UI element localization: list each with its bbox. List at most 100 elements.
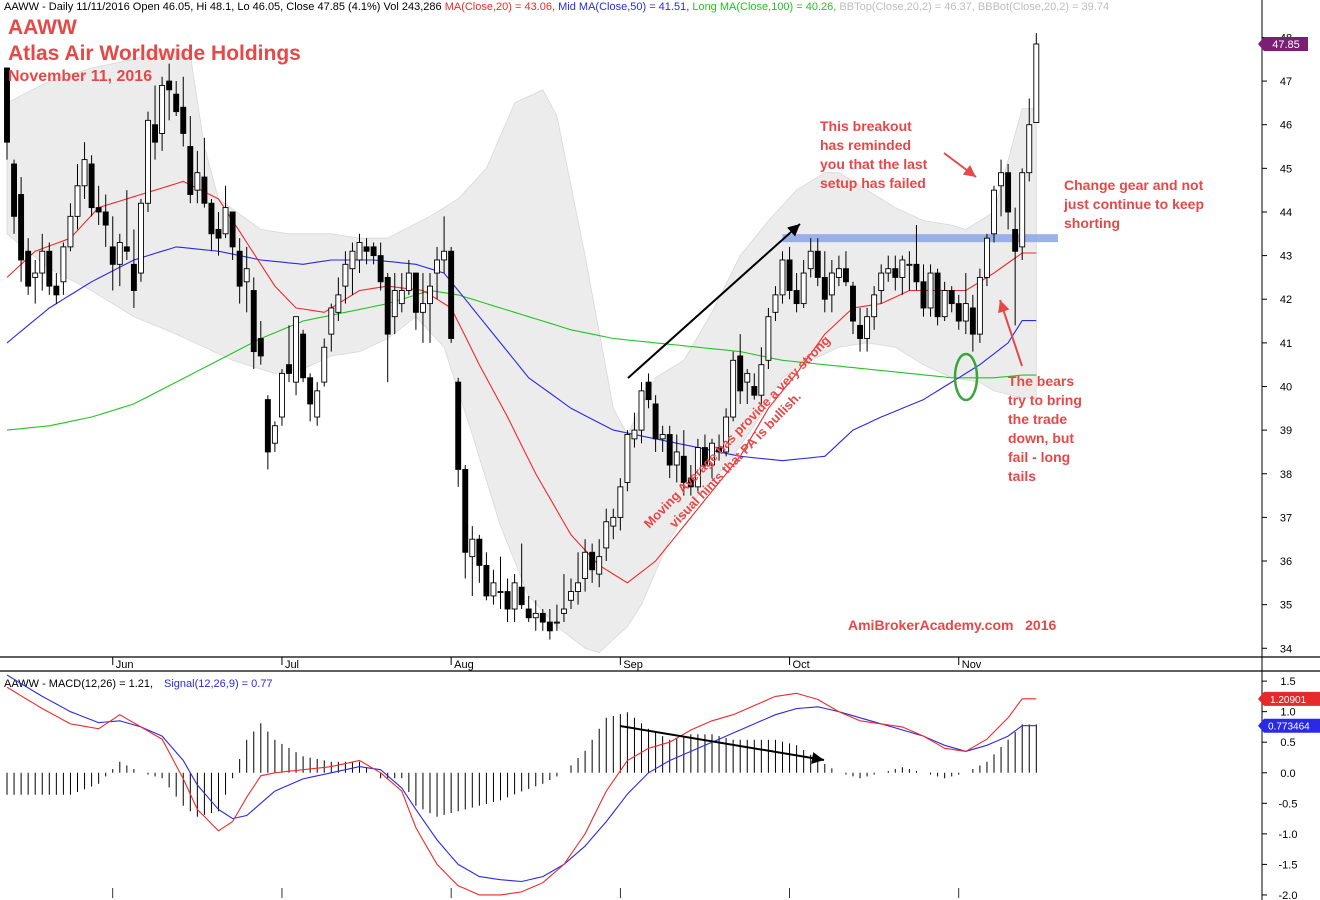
candle — [420, 303, 426, 313]
candle — [751, 386, 758, 396]
candle — [18, 194, 25, 261]
candle — [412, 272, 419, 313]
candle — [1019, 172, 1026, 248]
candle — [976, 276, 983, 335]
candle — [991, 189, 997, 235]
candle — [786, 259, 793, 291]
candle — [405, 272, 412, 291]
price-ytick-label: 47 — [1280, 76, 1292, 88]
candle — [123, 246, 130, 252]
macd-ytick-label: -1.5 — [1279, 859, 1298, 871]
candle — [300, 333, 307, 379]
candle — [88, 163, 95, 209]
bears-note-line: down, but — [1008, 430, 1075, 446]
candle — [398, 290, 405, 305]
bears-note-line: try to bring — [1008, 392, 1082, 408]
candle — [250, 290, 257, 353]
candle — [67, 215, 74, 248]
candle — [455, 381, 462, 470]
candle — [730, 359, 737, 418]
candle — [885, 268, 892, 274]
candle — [159, 84, 166, 134]
candle — [370, 246, 377, 257]
candle — [46, 250, 53, 287]
candle — [109, 246, 116, 265]
candle — [532, 612, 539, 619]
candle — [835, 268, 842, 278]
header-ma20: MA(Close,20) = 43.06, — [444, 1, 556, 13]
candle — [878, 272, 885, 291]
candle — [687, 477, 694, 488]
candle — [321, 346, 328, 383]
candle — [624, 434, 631, 483]
bears-note-line: the trade — [1008, 411, 1068, 427]
candle — [984, 237, 990, 278]
candle — [673, 451, 680, 466]
gear-note-line: just continue to keep — [1064, 196, 1205, 212]
candle — [744, 372, 751, 383]
macd-ytick-label: -0.5 — [1279, 798, 1298, 810]
candle — [264, 399, 271, 453]
long-tail-circle — [953, 352, 979, 402]
candle — [434, 259, 440, 274]
candle — [631, 429, 638, 440]
candle — [469, 538, 476, 558]
header-bbtop: BBTop(Close,20,2) = 46.37, — [839, 1, 975, 13]
candle — [779, 259, 786, 296]
candle — [702, 447, 708, 466]
candle — [617, 486, 624, 518]
candle — [539, 612, 546, 623]
macd-ytick-label: 1.0 — [1280, 707, 1295, 719]
candle — [666, 434, 673, 466]
candle — [603, 521, 610, 549]
month-label: Aug — [454, 659, 474, 671]
candle — [920, 281, 927, 309]
candle — [737, 355, 744, 392]
bears-note-line: tails — [1008, 468, 1037, 484]
candle — [645, 381, 652, 401]
resistance-band — [782, 234, 1058, 243]
price-ytick-label: 46 — [1280, 120, 1292, 132]
candle — [257, 338, 264, 357]
price-ytick-label: 45 — [1280, 163, 1292, 175]
breakout-note-line: This breakout — [820, 118, 912, 134]
header-ma100: Long MA(Close,100) = 40.26, — [692, 1, 837, 13]
candle — [335, 294, 342, 313]
candle — [758, 364, 765, 396]
signal-header: Signal(12,26,9) = 0.77 — [164, 678, 273, 690]
breakout-note-line: you that the last — [820, 156, 928, 172]
breakout-note-line: has reminded — [820, 137, 912, 153]
candle — [441, 250, 448, 261]
date-title: November 11, 2016 — [8, 68, 153, 85]
candle — [180, 106, 187, 134]
candle — [32, 272, 39, 278]
candle — [462, 468, 469, 553]
candle — [166, 80, 173, 91]
candle — [476, 538, 483, 566]
candle — [518, 586, 525, 606]
candle — [328, 307, 335, 335]
candle — [553, 621, 560, 624]
candle — [821, 276, 828, 300]
candle — [448, 250, 455, 339]
candle — [828, 272, 835, 296]
macd-last-marker — [1258, 691, 1320, 706]
candle — [582, 551, 589, 579]
candle — [610, 516, 617, 527]
candle — [871, 294, 878, 318]
price-ytick-label: 35 — [1280, 600, 1292, 612]
candle — [638, 390, 645, 431]
divergence-arrow — [619, 725, 825, 764]
macd-line — [6, 686, 1037, 896]
candle — [1026, 124, 1033, 174]
candle — [955, 303, 962, 322]
macd-ytick-label: -1.0 — [1279, 829, 1298, 841]
candle — [772, 294, 779, 313]
candle — [201, 176, 208, 204]
macd-pane: AAWW - MACD(12,26) = 1.21, Signal(12,26,9… — [0, 670, 1320, 900]
candle — [906, 263, 913, 266]
candle — [74, 185, 81, 217]
candle — [941, 290, 948, 318]
candle — [229, 211, 236, 248]
